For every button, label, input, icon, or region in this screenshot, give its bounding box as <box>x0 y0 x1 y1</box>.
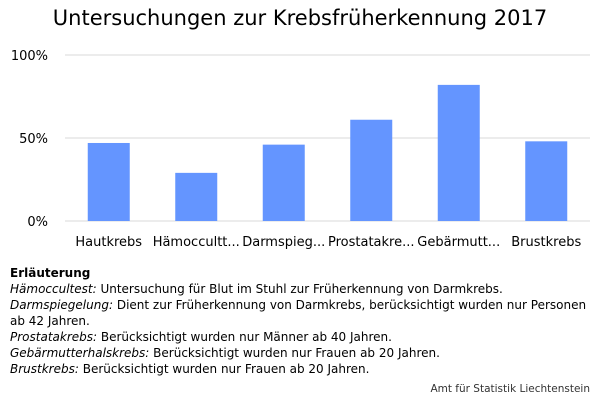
note-text: Dient zur Früherkennung von Darmkrebs, b… <box>10 298 587 328</box>
y-tick-label: 50% <box>19 132 48 147</box>
note-term: Gebärmutterhalskrebs: <box>10 346 150 360</box>
x-tick-label: Gebärmutt... <box>417 235 500 250</box>
note-item-prostate: Prostatakrebs: Berücksichtigt wurden nur… <box>10 329 590 345</box>
bar <box>525 141 568 221</box>
y-tick-label: 0% <box>27 215 48 230</box>
note-term: Brustkrebs: <box>10 362 79 376</box>
bar <box>437 84 480 221</box>
bar-chart: 0% 50% 100% Hautkrebs Hämoccultt... Darmspie… <box>11 49 590 250</box>
bar <box>350 119 393 221</box>
note-text: Berücksichtigt wurden nur Männer ab 40 J… <box>97 330 392 344</box>
x-tick-label: Prostatakre... <box>328 235 415 250</box>
x-tick-label: Hautkrebs <box>75 235 142 250</box>
x-tick-label: Hämoccultt... <box>153 235 240 250</box>
x-tick-label: Darmspieg... <box>242 235 325 250</box>
gridlines <box>65 54 590 222</box>
explanation-notes: Erläuterung Hämoccultest: Untersuchung f… <box>10 265 590 377</box>
x-axis-tick-labels: Hautkrebs Hämoccultt... Darmspieg... Prosta… <box>75 235 581 250</box>
bars <box>87 84 568 221</box>
y-axis-tick-labels: 0% 50% 100% <box>11 49 48 230</box>
note-term: Prostatakrebs: <box>10 330 98 344</box>
note-term: Hämoccultest: <box>10 282 97 296</box>
note-text: Berücksichtigt wurden nur Frauen ab 20 J… <box>149 346 440 360</box>
note-item-cervical: Gebärmutterhalskrebs: Berücksichtigt wur… <box>10 345 590 361</box>
note-term: Darmspiegelung: <box>10 298 114 312</box>
bar <box>87 142 130 221</box>
bar <box>262 144 305 221</box>
note-item-breast: Brustkrebs: Berücksichtigt wurden nur Fr… <box>10 361 590 377</box>
x-tick-label: Brustkrebs <box>511 235 581 250</box>
y-tick-label: 100% <box>11 49 48 64</box>
note-item-hemoccult: Hämoccultest: Untersuchung für Blut im S… <box>10 281 590 297</box>
note-item-colonoscopy: Darmspiegelung: Dient zur Früherkennung … <box>10 297 590 329</box>
note-text: Untersuchung für Blut im Stuhl zur Frühe… <box>96 282 503 296</box>
source-credit: Amt für Statistik Liechtenstein <box>430 383 590 395</box>
note-text: Berücksichtigt wurden nur Frauen ab 20 J… <box>78 362 370 376</box>
chart-title: Untersuchungen zur Krebsfrüherkennung 20… <box>52 6 548 30</box>
bar <box>175 172 218 221</box>
notes-heading: Erläuterung <box>10 266 91 280</box>
